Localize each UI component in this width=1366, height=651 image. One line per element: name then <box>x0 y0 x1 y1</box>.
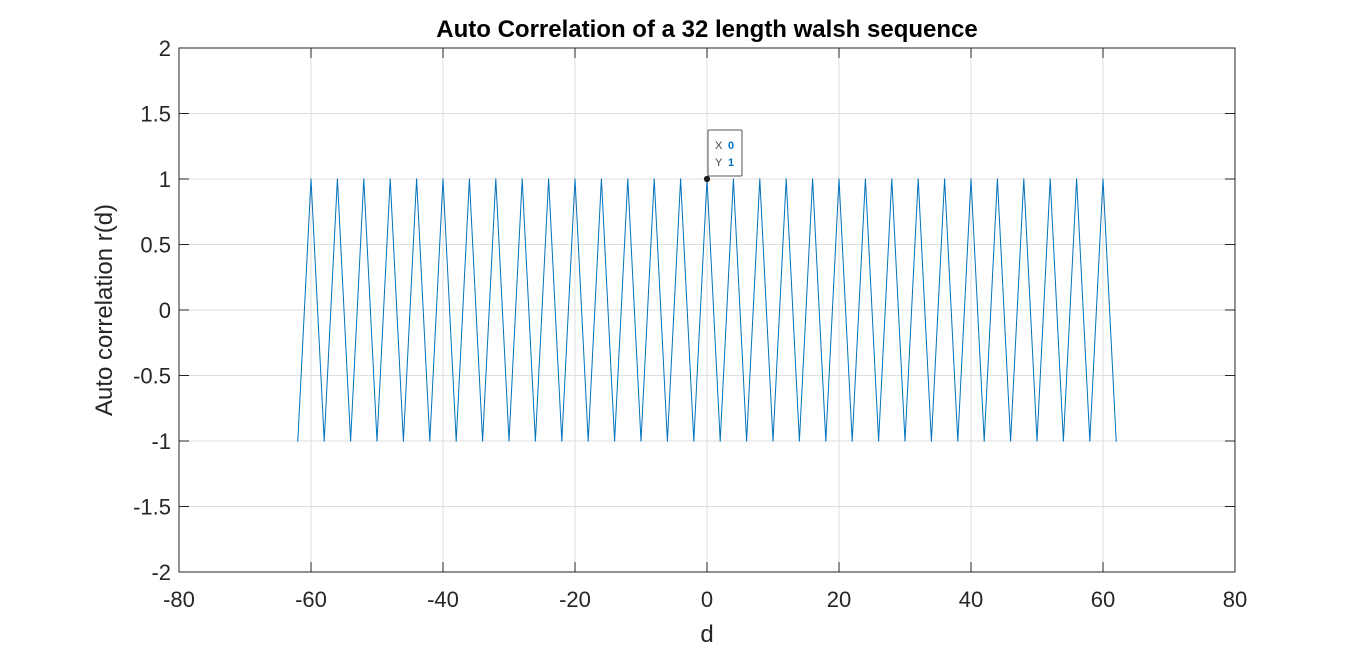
data-point[interactable] <box>851 440 853 442</box>
data-point[interactable] <box>429 440 431 442</box>
data-point[interactable] <box>798 440 801 442</box>
y-axis-label: Auto correlation r(d) <box>91 204 118 416</box>
data-tip-y-value: 1 <box>728 157 734 169</box>
x-tick-label: -40 <box>427 587 459 612</box>
x-tick-labels: -80 -60 -40 -20 0 20 40 60 80 <box>163 587 1247 612</box>
data-point[interactable] <box>864 178 867 180</box>
data-point[interactable] <box>310 178 312 180</box>
data-tip-marker[interactable] <box>703 175 711 183</box>
data-tip-x-label: X <box>715 140 723 152</box>
data-point[interactable] <box>363 178 365 180</box>
data-point[interactable] <box>389 178 391 180</box>
data-point[interactable] <box>376 440 378 442</box>
data-point[interactable] <box>534 440 537 442</box>
data-point[interactable] <box>930 440 933 442</box>
x-tick-label: 0 <box>701 587 713 612</box>
data-point[interactable] <box>825 440 827 442</box>
y-tick-label: 0 <box>159 298 171 323</box>
data-point[interactable] <box>561 440 563 442</box>
data-point[interactable] <box>402 440 404 442</box>
data-point[interactable] <box>944 178 946 180</box>
data-point[interactable] <box>600 178 603 180</box>
data-point[interactable] <box>1049 178 1051 180</box>
data-point[interactable] <box>574 178 576 180</box>
data-point[interactable] <box>666 440 669 442</box>
data-point[interactable] <box>719 440 721 442</box>
y-tick-label: -1 <box>151 429 171 454</box>
x-tick-label: -20 <box>559 587 591 612</box>
x-tick-label: 80 <box>1223 587 1247 612</box>
data-point[interactable] <box>917 178 919 180</box>
data-point[interactable] <box>508 440 510 442</box>
data-point[interactable] <box>1062 440 1064 442</box>
data-point[interactable] <box>680 178 682 180</box>
data-point[interactable] <box>336 178 338 180</box>
data-point[interactable] <box>350 440 352 442</box>
data-point[interactable] <box>732 178 735 180</box>
x-tick-label: 20 <box>827 587 851 612</box>
data-point[interactable] <box>640 440 642 442</box>
data-point[interactable] <box>482 440 484 442</box>
y-tick-label: -1.5 <box>133 495 171 520</box>
data-point[interactable] <box>548 178 550 180</box>
data-point[interactable] <box>521 178 523 180</box>
data-tip-x-value: 0 <box>728 140 734 152</box>
data-tip-y-label: Y <box>715 157 723 169</box>
data-point[interactable] <box>1023 178 1025 180</box>
data-point[interactable] <box>1115 440 1117 442</box>
data-point[interactable] <box>772 440 774 442</box>
x-tick-label: 60 <box>1091 587 1115 612</box>
data-point[interactable] <box>838 178 840 180</box>
y-tick-label: -2 <box>151 560 171 585</box>
data-point[interactable] <box>746 440 748 442</box>
data-point[interactable] <box>614 440 616 442</box>
data-point[interactable] <box>416 178 418 180</box>
x-tick-label: -80 <box>163 587 195 612</box>
data-point[interactable] <box>1036 440 1038 442</box>
data-point[interactable] <box>957 440 959 442</box>
y-tick-label: 0.5 <box>140 233 171 258</box>
data-point[interactable] <box>442 178 444 180</box>
data-point[interactable] <box>759 178 761 180</box>
data-point[interactable] <box>587 440 589 442</box>
data-point[interactable] <box>627 178 629 180</box>
data-tip-box[interactable] <box>707 129 743 177</box>
ticks <box>178 47 1236 573</box>
x-tick-label: 40 <box>959 587 983 612</box>
y-tick-label: -0.5 <box>133 364 171 389</box>
data-point[interactable] <box>495 178 497 180</box>
chart-title: Auto Correlation of a 32 length walsh se… <box>436 16 977 43</box>
data-point[interactable] <box>1102 178 1104 180</box>
data-point[interactable] <box>1076 178 1078 180</box>
x-axis-label: d <box>700 621 713 648</box>
y-tick-label: 2 <box>159 36 171 61</box>
y-tick-label: 1 <box>159 167 171 192</box>
data-point[interactable] <box>323 440 325 442</box>
data-point[interactable] <box>1010 440 1012 442</box>
data-point[interactable] <box>996 178 999 180</box>
data-point[interactable] <box>983 440 985 442</box>
data-point[interactable] <box>970 178 972 180</box>
data-point[interactable] <box>904 440 906 442</box>
data-point[interactable] <box>297 440 299 442</box>
data-point[interactable] <box>455 440 457 442</box>
data-point[interactable] <box>653 178 655 180</box>
data-point[interactable] <box>1089 440 1091 442</box>
y-tick-labels: -2 -1.5 -1 -0.5 0 0.5 1 1.5 2 <box>133 36 171 585</box>
grid <box>179 48 1235 572</box>
data-point[interactable] <box>468 178 470 180</box>
data-point[interactable] <box>891 178 893 180</box>
data-point[interactable] <box>693 440 695 442</box>
data-point[interactable] <box>812 178 814 180</box>
data-point[interactable] <box>878 440 880 442</box>
x-tick-label: -60 <box>295 587 327 612</box>
data-tip[interactable]: X 0 Y 1 <box>703 129 743 183</box>
y-tick-label: 1.5 <box>140 102 171 127</box>
data-point[interactable] <box>785 178 787 180</box>
